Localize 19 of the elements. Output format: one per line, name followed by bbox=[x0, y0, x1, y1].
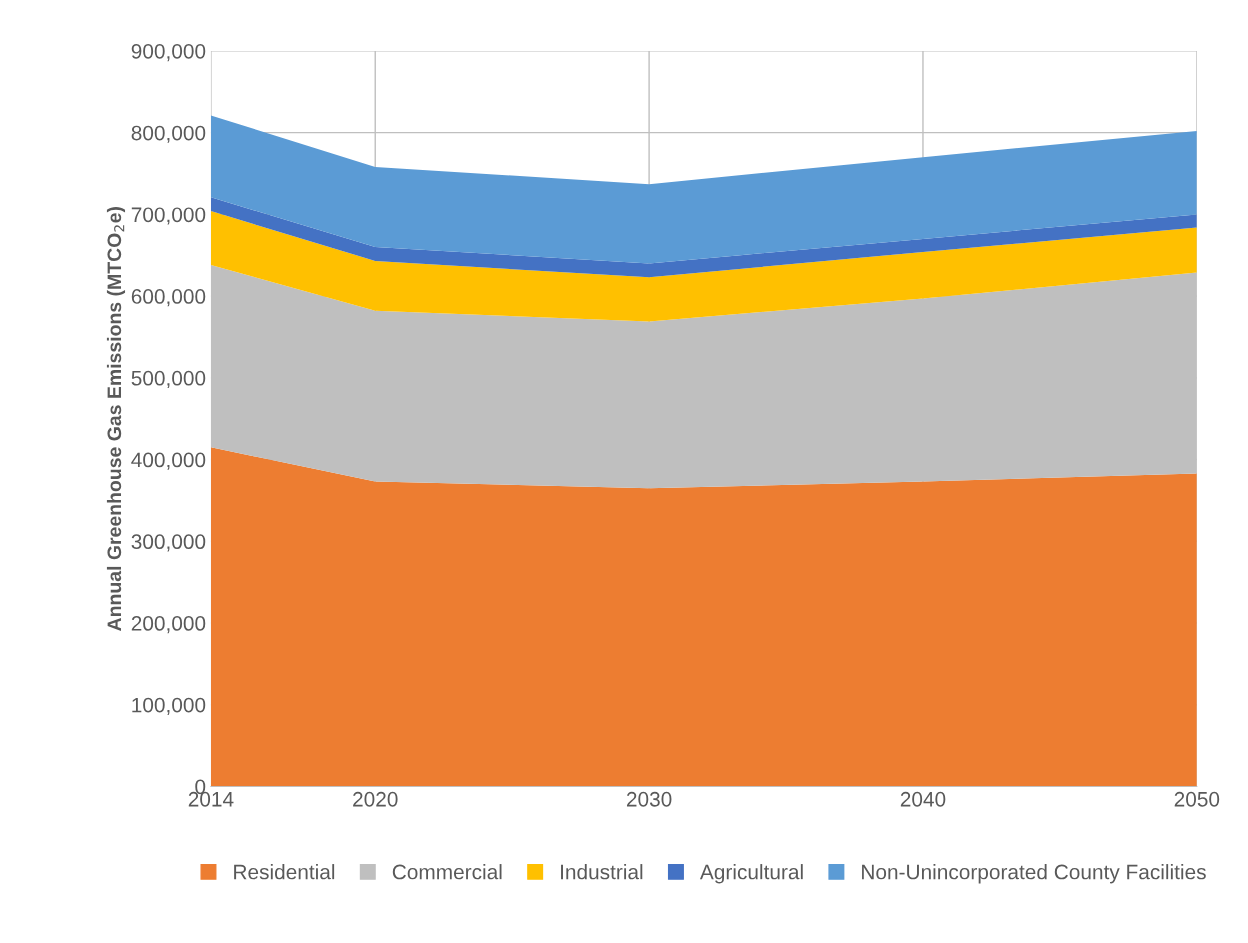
legend-label: Agricultural bbox=[699, 864, 803, 884]
x-tick-label: 2040 bbox=[900, 791, 946, 807]
y-tick-label: 500,000 bbox=[131, 370, 206, 389]
x-tick-label: 2030 bbox=[626, 791, 672, 807]
y-tick-label: 800,000 bbox=[131, 125, 206, 143]
y-tick-label: 900,000 bbox=[131, 43, 206, 62]
y-axis-title: Annual Greenhouse Gas Emissions (MTCO$_{2}$e) bbox=[106, 207, 126, 631]
y-tick-label: 400,000 bbox=[131, 452, 206, 470]
legend-label: Industrial bbox=[561, 864, 643, 880]
y-tick-label: 200,000 bbox=[131, 616, 206, 634]
x-tick-label: 2020 bbox=[353, 791, 398, 807]
y-tick-label: 300,000 bbox=[131, 534, 206, 552]
y-tick-label: 700,000 bbox=[131, 207, 206, 225]
y-tick-label: 600,000 bbox=[131, 289, 206, 307]
x-tick-label: 2050 bbox=[1174, 791, 1220, 807]
legend-label: Non-Unincorporated County Facilities bbox=[862, 864, 1206, 884]
legend-label: Commercial bbox=[392, 864, 502, 880]
y-tick-label: 100,000 bbox=[132, 697, 206, 715]
legend-label: Residential bbox=[234, 864, 335, 880]
